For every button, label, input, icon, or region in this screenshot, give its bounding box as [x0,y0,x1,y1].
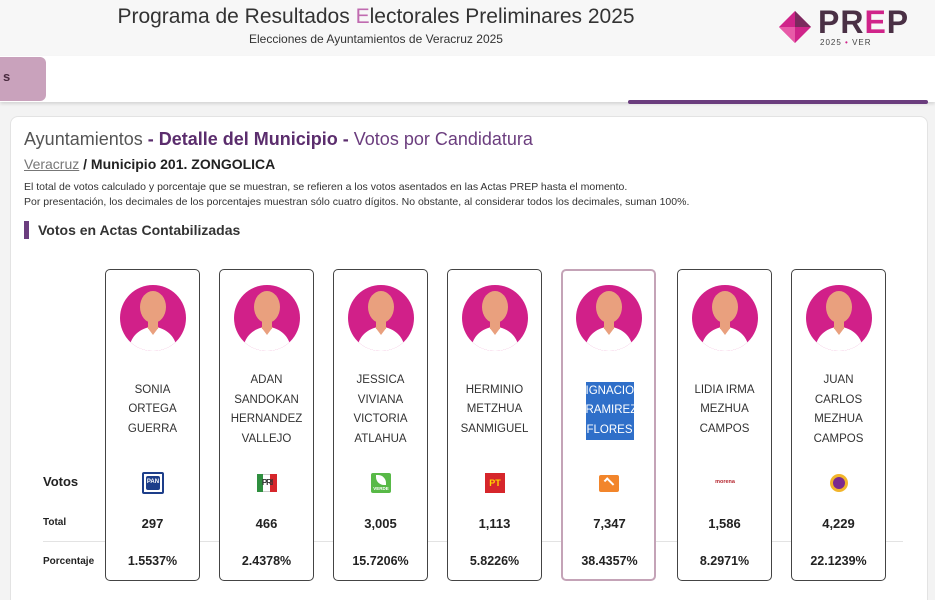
avatar-icon [462,285,528,351]
avatar-icon [120,285,186,351]
info-note-1: El total de votos calculado y porcentaje… [24,181,628,193]
info-note-2: Por presentación, los decimales de los p… [24,196,690,208]
nav-tab[interactable]: s [0,57,46,101]
candidate-card[interactable]: SONIA ORTEGA GUERRA PAN 297 1.5537% [105,269,200,581]
candidate-total: 466 [255,516,278,531]
row-label-porcentaje: Porcentaje [43,556,95,567]
row-label-total: Total [43,517,67,528]
candidate-card[interactable]: JESSICA VIVIANA VICTORIA ATLAHUA VERDE 3… [333,269,428,581]
candidate-name: ADAN SANDOKAN HERNANDEZ VALLEJO [230,374,303,445]
candidate-card[interactable]: LIDIA IRMA MEZHUA CAMPOS morena 1,586 8.… [677,269,772,581]
pan-logo-icon: PAN [142,472,164,494]
pt-logo-icon: PT [484,472,506,494]
candidate-total: 1,586 [708,516,741,531]
candidate-percentage: 15.7206% [352,554,409,568]
candidate-name: SONIA ORTEGA GUERRA [127,383,178,435]
candidate-name: HERMINIO METZHUA SANMIGUEL [460,383,529,435]
candidate-card[interactable]: HERMINIO METZHUA SANMIGUEL PT 1,113 5.82… [447,269,542,581]
candidate-name: IGNACIO RAMIREZ FLORES [585,381,637,441]
candidate-card-selected[interactable]: IGNACIO RAMIREZ FLORES 7,347 38.4357% [561,269,656,581]
row-label-votos: Votos [43,474,79,489]
avatar-icon [576,285,642,351]
candidate-total: 297 [141,516,164,531]
candidate-total: 1,113 [478,516,511,531]
morena-logo-icon: morena [715,479,735,485]
logo-year: 2025 • VER [820,38,872,47]
verde-logo-icon: VERDE [370,472,392,494]
app-title: Programa de Resultados Electorales Preli… [117,5,635,28]
candidate-percentage: 8.2971% [699,554,750,568]
party-logo-icon [828,472,850,494]
logo-diamond-icon [779,11,811,43]
breadcrumb: Veracruz / Municipio 201. ZONGOLICA [24,156,276,172]
candidate-name: JUAN CARLOS MEZHUA CAMPOS [813,374,864,445]
breadcrumb-link-veracruz[interactable]: Veracruz [24,156,80,172]
candidate-total: 4,229 [822,516,855,531]
candidate-total: 7,347 [593,516,626,531]
candidate-card[interactable]: JUAN CARLOS MEZHUA CAMPOS 4,229 22.1239% [791,269,886,581]
logo-text: PREP [818,4,910,40]
avatar-icon [692,285,758,351]
candidate-percentage: 22.1239% [810,554,867,568]
breadcrumb-current: Municipio 201. ZONGOLICA [90,156,276,172]
candidate-percentage: 38.4357% [581,554,638,568]
candidate-percentage: 2.4378% [241,554,292,568]
candidate-card[interactable]: ADAN SANDOKAN HERNANDEZ VALLEJO PRI 466 … [219,269,314,581]
candidate-percentage: 1.5537% [127,554,178,568]
detail-card: Ayuntamientos - Detalle del Municipio - … [10,116,928,600]
header: Programa de Resultados Electorales Preli… [0,0,935,56]
candidate-percentage: 5.8226% [469,554,520,568]
avatar-icon [348,285,414,351]
prep-logo-icon[interactable]: PREP 2025 • VER [776,4,916,50]
pri-logo-icon: PRI [256,472,278,494]
page-title: Ayuntamientos - Detalle del Municipio - … [24,129,533,149]
candidate-name: LIDIA IRMA MEZHUA CAMPOS [694,383,755,435]
mc-logo-icon [598,472,620,494]
avatar-icon [806,285,872,351]
candidate-name: JESSICA VIVIANA VICTORIA ATLAHUA [353,374,408,445]
nav-active-indicator [628,100,928,104]
section-title: Votos en Actas Contabilizadas [24,221,240,239]
candidate-total: 3,005 [364,516,397,531]
app-subtitle: Elecciones de Ayuntamientos de Veracruz … [249,32,503,46]
avatar-icon [234,285,300,351]
navbar: s [0,56,935,104]
